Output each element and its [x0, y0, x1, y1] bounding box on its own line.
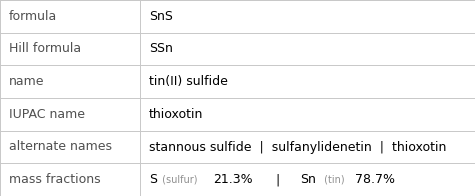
Text: tin(II) sulfide: tin(II) sulfide: [149, 75, 228, 88]
Text: IUPAC name: IUPAC name: [9, 108, 85, 121]
Text: thioxotin: thioxotin: [149, 108, 203, 121]
Text: (tin): (tin): [321, 175, 348, 185]
Text: formula: formula: [9, 10, 57, 23]
Text: SnS: SnS: [149, 10, 172, 23]
Text: (sulfur): (sulfur): [159, 175, 200, 185]
Text: 21.3%: 21.3%: [213, 173, 252, 186]
Text: alternate names: alternate names: [9, 141, 112, 153]
Text: S: S: [149, 173, 157, 186]
Text: stannous sulfide  |  sulfanylidenetin  |  thioxotin: stannous sulfide | sulfanylidenetin | th…: [149, 141, 446, 153]
Text: 78.7%: 78.7%: [355, 173, 395, 186]
Text: mass fractions: mass fractions: [9, 173, 100, 186]
Text: SSn: SSn: [149, 43, 172, 55]
Text: name: name: [9, 75, 44, 88]
Text: |: |: [264, 173, 292, 186]
Text: Sn: Sn: [300, 173, 316, 186]
Text: Hill formula: Hill formula: [9, 43, 81, 55]
